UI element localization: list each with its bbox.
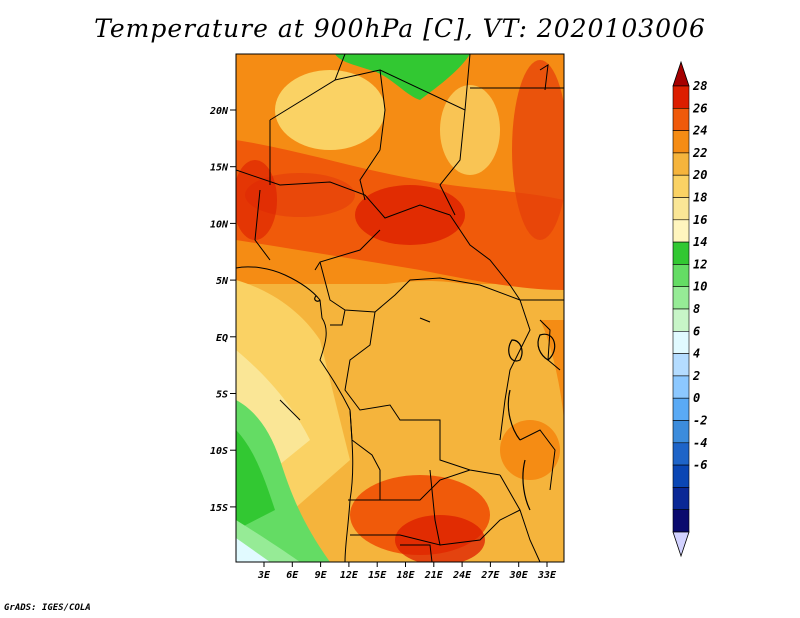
colorbar-label: 12 [693, 257, 707, 271]
lon-label: 3E [257, 570, 271, 581]
lat-label: 10S [210, 446, 228, 457]
colorbar-label: 14 [693, 235, 707, 249]
colorbar-label: 24 [692, 124, 707, 138]
colorbar-segment [672, 308, 690, 332]
colorbar-segment [672, 330, 690, 354]
colorbar-label: 22 [692, 146, 707, 160]
colorbar-segment [672, 509, 690, 533]
colorbar-segment [672, 420, 690, 444]
lon-label: 27E [480, 570, 500, 581]
colorbar-segment [672, 108, 690, 131]
colorbar-min-arrow [672, 531, 690, 558]
temperature-field [236, 54, 564, 562]
colorbar-label: 8 [693, 302, 700, 316]
lakes [314, 295, 556, 511]
lon-label: 21E [424, 570, 444, 581]
country-borders [236, 54, 564, 562]
map-title: Temperature at 900hPa [C], VT: 202010300… [94, 14, 706, 43]
lat-label: EQ [216, 333, 228, 344]
colorbar-segment [672, 464, 690, 488]
lon-label: 9E [315, 570, 328, 581]
colorbar-label: -2 [693, 414, 707, 428]
colorbar-label: -4 [693, 436, 707, 450]
colorbar-segment [672, 219, 690, 243]
colorbar-label: 10 [693, 280, 707, 294]
lat-label: 5S [216, 390, 228, 401]
colorbar-segment [672, 264, 690, 287]
colorbar-label: 4 [693, 347, 700, 361]
colorbar-label: 26 [692, 101, 707, 115]
colorbar-segment [672, 375, 690, 399]
colorbar-label: -6 [693, 458, 707, 472]
lat-label: 20N [209, 106, 229, 117]
lat-label: 5N [216, 276, 229, 287]
colorbar-label: 0 [693, 391, 700, 405]
colorbar-segment [672, 442, 690, 466]
colorbar-label: 28 [692, 79, 707, 93]
lat-label: 15N [210, 163, 229, 174]
colorbar-label: 18 [693, 191, 707, 205]
lat-label: 15S [210, 503, 228, 514]
colorbar-segment [672, 487, 690, 510]
longitude-axis: 3E 6E 9E 12E 15E 18E 21E 24E 27E 30E 33E [257, 562, 557, 581]
lat-label: 10N [210, 219, 229, 230]
colorbar-segment [672, 174, 690, 198]
colorbar-max-arrow [672, 60, 690, 87]
lon-label: 18E [396, 570, 415, 581]
colorbar-segment [672, 241, 690, 265]
colorbar-segment [672, 397, 690, 421]
lon-label: 15E [368, 570, 387, 581]
lon-label: 24E [452, 570, 472, 581]
colorbar-label: 16 [693, 213, 707, 227]
colorbar-segment [672, 152, 690, 176]
lon-label: 30E [509, 570, 529, 581]
colorbar-segment [672, 197, 690, 221]
lon-label: 33E [537, 570, 557, 581]
colorbar-segment [672, 353, 690, 377]
lon-label: 6E [286, 570, 299, 581]
colorbar-segment [672, 85, 690, 109]
grads-credit: GrADS: IGES/COLA [4, 603, 91, 613]
colorbar-label: 6 [693, 324, 700, 338]
colorbar-segment [672, 130, 690, 154]
colorbar-segment [672, 286, 690, 310]
colorbar-label: 20 [692, 168, 707, 182]
latitude-axis: 20N 15N 10N 5N EQ 5S 10S 15S [209, 106, 236, 514]
colorbar-label: 2 [692, 369, 700, 383]
lon-label: 12E [340, 570, 359, 581]
